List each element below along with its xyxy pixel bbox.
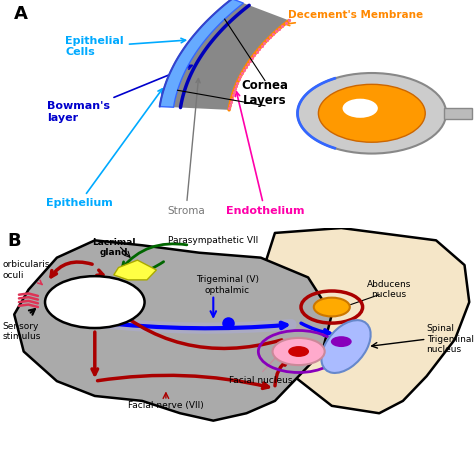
Bar — [444, 108, 472, 119]
Circle shape — [45, 276, 145, 328]
Polygon shape — [114, 260, 156, 280]
Text: Epithelium: Epithelium — [46, 89, 163, 209]
Text: Epithelial
Cells: Epithelial Cells — [65, 36, 185, 57]
Polygon shape — [160, 0, 244, 107]
Text: Trigeminal (V)
opthalmic: Trigeminal (V) opthalmic — [196, 275, 259, 294]
Text: Parasympathetic VII: Parasympathetic VII — [168, 236, 258, 245]
Text: A: A — [14, 5, 28, 23]
Text: Spinal
Trigeminal
nucleus: Spinal Trigeminal nucleus — [427, 324, 474, 354]
Text: Cornea
Layers: Cornea Layers — [241, 79, 289, 107]
Polygon shape — [14, 240, 332, 421]
Text: Bowman's
layer: Bowman's layer — [46, 65, 192, 123]
Text: Endothelium: Endothelium — [226, 92, 304, 216]
Circle shape — [314, 298, 350, 316]
Circle shape — [273, 338, 325, 365]
Circle shape — [288, 346, 309, 357]
Text: B: B — [7, 232, 21, 250]
Polygon shape — [173, 3, 289, 110]
Text: Abducens
nucleus: Abducens nucleus — [366, 280, 411, 299]
Circle shape — [331, 336, 352, 347]
Text: orbicularis
oculi: orbicularis oculi — [2, 260, 50, 285]
Circle shape — [319, 85, 425, 142]
Ellipse shape — [321, 320, 371, 373]
Text: Stroma: Stroma — [167, 78, 205, 216]
Text: Facial nerve (VII): Facial nerve (VII) — [128, 401, 204, 410]
Text: Decement's Membrane: Decement's Membrane — [285, 10, 423, 26]
Circle shape — [298, 73, 446, 153]
Text: Sensory
stimulus: Sensory stimulus — [2, 322, 41, 342]
Circle shape — [343, 99, 378, 118]
Text: Lacrimal
gland: Lacrimal gland — [92, 238, 136, 257]
Text: Facial nucleus: Facial nucleus — [229, 376, 292, 385]
Polygon shape — [261, 228, 469, 413]
